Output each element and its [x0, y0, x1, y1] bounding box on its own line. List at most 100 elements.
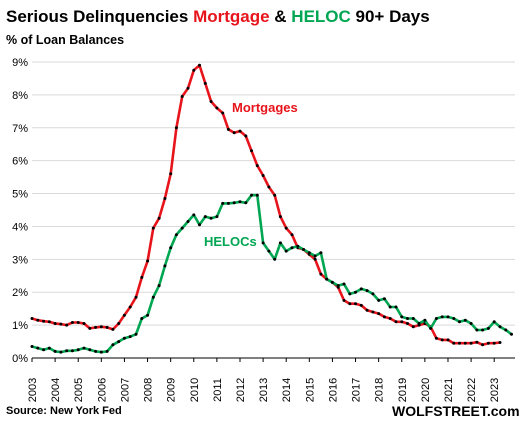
data-point-helocs [359, 287, 363, 291]
data-point-helocs [140, 317, 144, 320]
x-tick-label: 2003 [27, 378, 39, 402]
data-point-helocs [481, 328, 485, 332]
data-point-mortgages [30, 317, 34, 320]
x-tick-label: 2023 [489, 378, 501, 402]
y-tick-label: 7% [12, 123, 28, 135]
data-point-mortgages [186, 86, 190, 90]
data-point-helocs [47, 346, 51, 350]
data-point-helocs [411, 317, 415, 320]
data-point-mortgages [261, 174, 265, 177]
data-point-helocs [180, 226, 184, 230]
x-tick-label: 2008 [143, 378, 155, 402]
data-point-helocs [128, 335, 132, 339]
data-point-helocs [174, 233, 178, 237]
data-point-helocs [394, 305, 398, 309]
data-point-helocs [273, 257, 277, 261]
data-point-mortgages [446, 338, 450, 342]
data-point-helocs [510, 332, 513, 336]
data-point-mortgages [365, 308, 369, 312]
data-point-helocs [434, 317, 438, 320]
data-point-mortgages [82, 322, 86, 325]
data-point-mortgages [169, 172, 173, 176]
data-point-helocs [36, 346, 40, 350]
data-point-mortgages [70, 321, 74, 324]
data-point-mortgages [42, 319, 46, 323]
x-tick-label: 2016 [327, 378, 339, 402]
y-tick-label: 0% [12, 353, 28, 365]
data-point-helocs [76, 348, 80, 352]
data-point-mortgages [406, 322, 409, 325]
data-point-helocs [30, 345, 34, 348]
data-point-mortgages [434, 336, 438, 340]
data-point-helocs [65, 349, 69, 353]
data-point-helocs [371, 292, 375, 296]
data-point-helocs [458, 320, 461, 324]
title-amp: & [270, 7, 292, 26]
series [30, 63, 513, 354]
data-point-mortgages [88, 326, 92, 330]
x-tick-label: 2004 [50, 378, 62, 402]
data-point-mortgages [284, 226, 288, 230]
data-point-mortgages [221, 111, 225, 115]
title-part1: Serious Delinquencies [6, 7, 193, 26]
data-point-mortgages [400, 320, 404, 324]
series-line-mortgages [31, 64, 501, 347]
data-point-helocs [348, 292, 352, 296]
data-point-mortgages [359, 303, 363, 307]
data-point-helocs [388, 305, 392, 309]
data-point-mortgages [53, 322, 57, 325]
data-point-helocs [169, 246, 173, 250]
data-point-helocs [244, 201, 248, 205]
data-point-mortgages [250, 149, 253, 153]
data-point-helocs [290, 246, 294, 250]
data-point-helocs [313, 254, 317, 258]
data-point-helocs [261, 241, 265, 245]
data-point-helocs [354, 290, 357, 294]
data-point-helocs [42, 348, 46, 352]
data-point-mortgages [36, 318, 40, 322]
y-tick-label: 9% [12, 57, 28, 69]
data-point-helocs [452, 317, 456, 320]
data-point-mortgages [128, 305, 132, 309]
data-point-helocs [250, 193, 253, 197]
data-point-helocs [163, 264, 167, 268]
y-tick-label: 3% [12, 254, 28, 266]
y-tick-label: 5% [12, 189, 28, 201]
data-point-helocs [221, 201, 225, 205]
series-line-helocs [31, 193, 513, 354]
y-tick-label: 6% [12, 156, 28, 168]
data-point-helocs [330, 280, 334, 284]
data-point-helocs [302, 248, 305, 251]
data-point-mortgages [151, 226, 155, 230]
data-point-helocs [82, 346, 86, 350]
data-point-helocs [365, 289, 369, 293]
data-point-mortgages [203, 81, 207, 85]
data-point-mortgages [105, 325, 109, 329]
data-point-mortgages [319, 272, 323, 276]
data-point-helocs [498, 325, 502, 329]
data-point-helocs [59, 350, 63, 354]
data-point-helocs [117, 340, 121, 344]
chart-title: Serious Delinquencies Mortgage & HELOC 9… [6, 7, 430, 26]
data-point-helocs [382, 297, 386, 301]
data-point-mortgages [440, 338, 444, 342]
data-point-helocs [336, 284, 340, 288]
title-part2: 90+ Days [351, 7, 430, 26]
data-point-helocs [463, 318, 467, 322]
x-tick-label: 2015 [304, 378, 316, 402]
title-mortgage: Mortgage [193, 7, 270, 26]
data-point-mortgages [146, 259, 150, 263]
data-point-helocs [105, 349, 109, 353]
data-point-helocs [423, 318, 427, 322]
x-tick-label: 2011 [212, 378, 224, 402]
data-point-mortgages [411, 325, 415, 329]
helocs-annotation: HELOCs [204, 234, 257, 249]
data-point-helocs [417, 322, 421, 325]
data-point-mortgages [371, 310, 375, 314]
data-point-mortgages [157, 216, 161, 220]
data-point-mortgages [99, 325, 103, 329]
data-point-helocs [192, 213, 196, 217]
y-tick-label: 4% [12, 221, 28, 233]
x-tick-label: 2018 [374, 378, 386, 402]
data-point-helocs [232, 201, 236, 205]
